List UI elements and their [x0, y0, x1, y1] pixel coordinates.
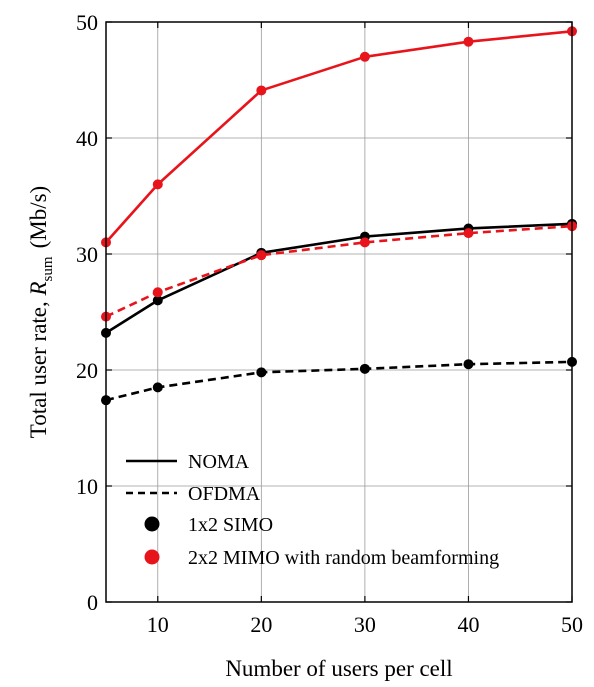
data-point: [256, 85, 267, 96]
grid: [106, 22, 573, 602]
legend: NOMA OFDMA 1x2 SIMO 2x2 MIMO with random be…: [126, 451, 499, 569]
series-simo-ofdma: [101, 356, 577, 406]
x-tick-label: 20: [250, 612, 272, 637]
plot-frame: [105, 21, 573, 603]
data-point: [359, 237, 370, 248]
x-axis-title: Number of users per cell: [225, 656, 452, 681]
legend-item: 1x2 SIMO: [144, 514, 273, 536]
x-tick-label: 10: [147, 612, 169, 637]
legend-item: 2x2 MIMO with random beamforming: [144, 547, 499, 569]
legend-item: OFDMA: [126, 483, 261, 505]
y-axis-title-main: Total user rate,: [26, 295, 51, 438]
legend-item: NOMA: [126, 451, 250, 473]
data-point: [256, 250, 267, 261]
series-line: [105, 360, 573, 402]
series-line: [105, 224, 573, 318]
y-axis-title-subscript: sum: [40, 256, 56, 281]
data-point: [359, 51, 370, 62]
data-point: [463, 359, 474, 370]
series-layer: [101, 26, 577, 406]
data-point: [463, 36, 474, 47]
series-line: [105, 29, 573, 244]
data-point: [152, 295, 163, 306]
y-tick-label: 0: [87, 590, 98, 615]
legend-marker-swatch: [144, 549, 160, 565]
axis-ticks: 10 20 30 40 50 0 10 20 30 40 50: [76, 10, 583, 637]
data-point: [152, 179, 163, 190]
legend-label: 1x2 SIMO: [188, 514, 273, 536]
data-point: [152, 382, 163, 393]
y-tick-label: 50: [76, 10, 98, 35]
x-tick-label: 30: [354, 612, 376, 637]
legend-label: OFDMA: [188, 483, 261, 505]
y-axis-title: Total user rate, Rsum (Mb/s): [26, 186, 56, 438]
y-tick-label: 40: [76, 126, 98, 151]
data-point: [463, 228, 474, 239]
y-tick-label: 20: [76, 358, 98, 383]
series-simo-noma: [101, 218, 577, 338]
y-axis-title-symbol: R: [26, 281, 51, 296]
series-line: [105, 222, 573, 334]
legend-label: 2x2 MIMO with random beamforming: [188, 547, 499, 569]
legend-marker-swatch: [144, 516, 160, 532]
y-axis-title-unit: (Mb/s): [26, 186, 51, 249]
data-point: [256, 367, 267, 378]
series-mimo-noma: [101, 26, 577, 248]
data-point: [359, 363, 370, 374]
legend-label: NOMA: [188, 451, 250, 473]
y-tick-label: 10: [76, 474, 98, 499]
data-point: [152, 287, 163, 298]
x-tick-label: 50: [561, 612, 583, 637]
x-tick-label: 40: [457, 612, 479, 637]
series-mimo-ofdma: [101, 221, 577, 322]
y-tick-label: 30: [76, 242, 98, 267]
